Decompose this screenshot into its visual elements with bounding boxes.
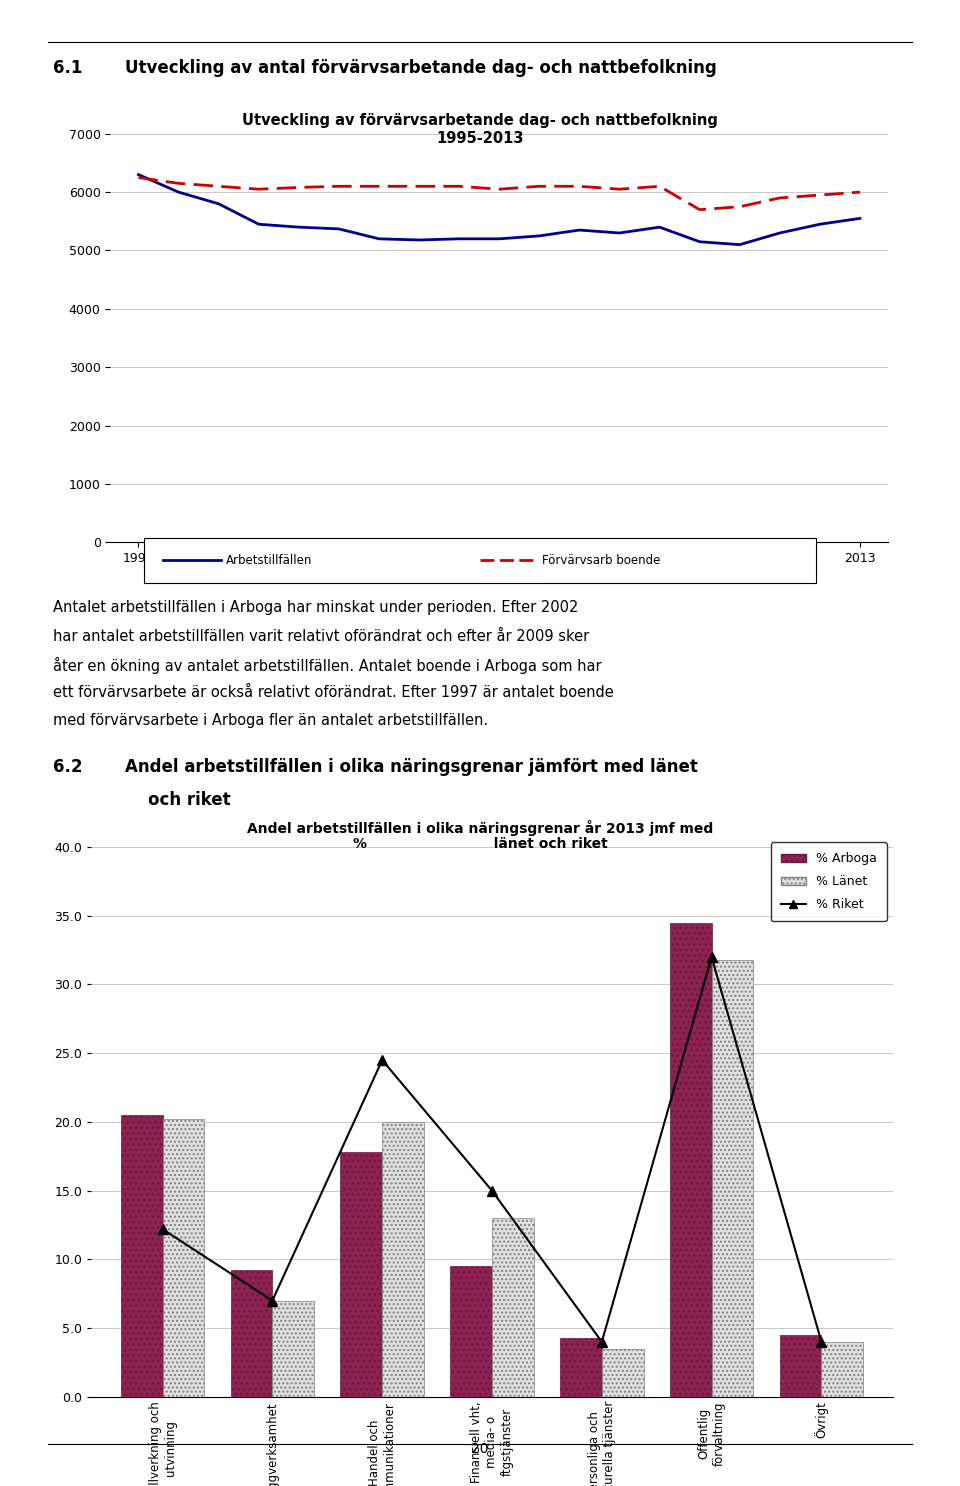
Bar	[230, 1271, 273, 1397]
Bar	[780, 1334, 822, 1397]
Text: 6.1: 6.1	[53, 59, 83, 77]
Bar	[341, 1152, 382, 1397]
Text: åter en ökning av antalet arbetstillfällen. Antalet boende i Arboga som har: åter en ökning av antalet arbetstillfäll…	[53, 657, 601, 673]
Legend: % Arboga, % Länet, % Riket: % Arboga, % Länet, % Riket	[771, 843, 886, 921]
Bar	[162, 1119, 204, 1397]
Bar	[450, 1266, 492, 1397]
Bar	[492, 1219, 534, 1397]
Bar	[560, 1337, 602, 1397]
Text: har antalet arbetstillfällen varit relativt oförändrat och efter år 2009 sker: har antalet arbetstillfällen varit relat…	[53, 629, 589, 643]
Bar	[121, 1114, 162, 1397]
Bar	[670, 923, 711, 1397]
Bar	[602, 1349, 643, 1397]
Bar	[382, 1122, 424, 1397]
Text: Arbetstillfällen: Arbetstillfällen	[226, 554, 312, 566]
Text: Antalet arbetstillfällen i Arboga har minskat under perioden. Efter 2002: Antalet arbetstillfällen i Arboga har mi…	[53, 600, 578, 615]
Text: Utveckling av förvärvsarbetande dag- och nattbefolkning: Utveckling av förvärvsarbetande dag- och…	[242, 113, 718, 128]
Text: Andel arbetstillfällen i olika näringsgrenar jämfört med länet: Andel arbetstillfällen i olika näringsgr…	[125, 758, 698, 776]
Text: 1995-2013: 1995-2013	[436, 131, 524, 146]
Text: ett förvärvsarbete är också relativt oförändrat. Efter 1997 är antalet boende: ett förvärvsarbete är också relativt ofö…	[53, 685, 613, 700]
Text: Andel arbetstillfällen i olika näringsgrenar år 2013 jmf med: Andel arbetstillfällen i olika näringsgr…	[247, 820, 713, 837]
Text: med förvärvsarbete i Arboga fler än antalet arbetstillfällen.: med förvärvsarbete i Arboga fler än anta…	[53, 713, 488, 728]
Text: %                          länet och riket: % länet och riket	[352, 837, 608, 850]
Text: 6.2: 6.2	[53, 758, 83, 776]
Bar	[711, 960, 754, 1397]
Text: 20: 20	[471, 1443, 489, 1456]
Text: Förvärvsarb boende: Förvärvsarb boende	[542, 554, 660, 566]
Text: Utveckling av antal förvärvsarbetande dag- och nattbefolkning: Utveckling av antal förvärvsarbetande da…	[125, 59, 716, 77]
Bar	[822, 1342, 863, 1397]
Text: och riket: och riket	[125, 791, 230, 808]
Bar	[273, 1300, 314, 1397]
